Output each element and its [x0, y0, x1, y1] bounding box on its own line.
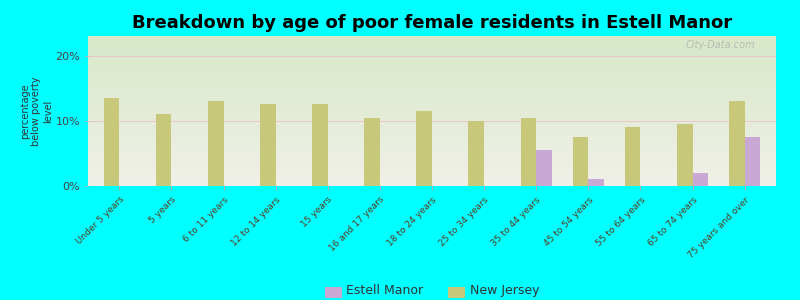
- Bar: [469, 121, 484, 186]
- Bar: [521, 118, 536, 186]
- Bar: [693, 173, 708, 186]
- Bar: [260, 104, 276, 186]
- Bar: [312, 104, 328, 186]
- Bar: [364, 118, 380, 186]
- Legend: Estell Manor, New Jersey: Estell Manor, New Jersey: [320, 279, 544, 300]
- Bar: [625, 127, 641, 186]
- Bar: [745, 137, 760, 186]
- Bar: [729, 101, 745, 186]
- Bar: [588, 179, 604, 186]
- Bar: [208, 101, 223, 186]
- Bar: [536, 150, 552, 186]
- Bar: [416, 111, 432, 186]
- Bar: [573, 137, 588, 186]
- Y-axis label: percentage
below poverty
level: percentage below poverty level: [20, 76, 53, 146]
- Title: Breakdown by age of poor female residents in Estell Manor: Breakdown by age of poor female resident…: [132, 14, 732, 32]
- Bar: [104, 98, 119, 186]
- Text: City-Data.com: City-Data.com: [686, 40, 755, 50]
- Bar: [677, 124, 693, 186]
- Bar: [156, 114, 171, 186]
